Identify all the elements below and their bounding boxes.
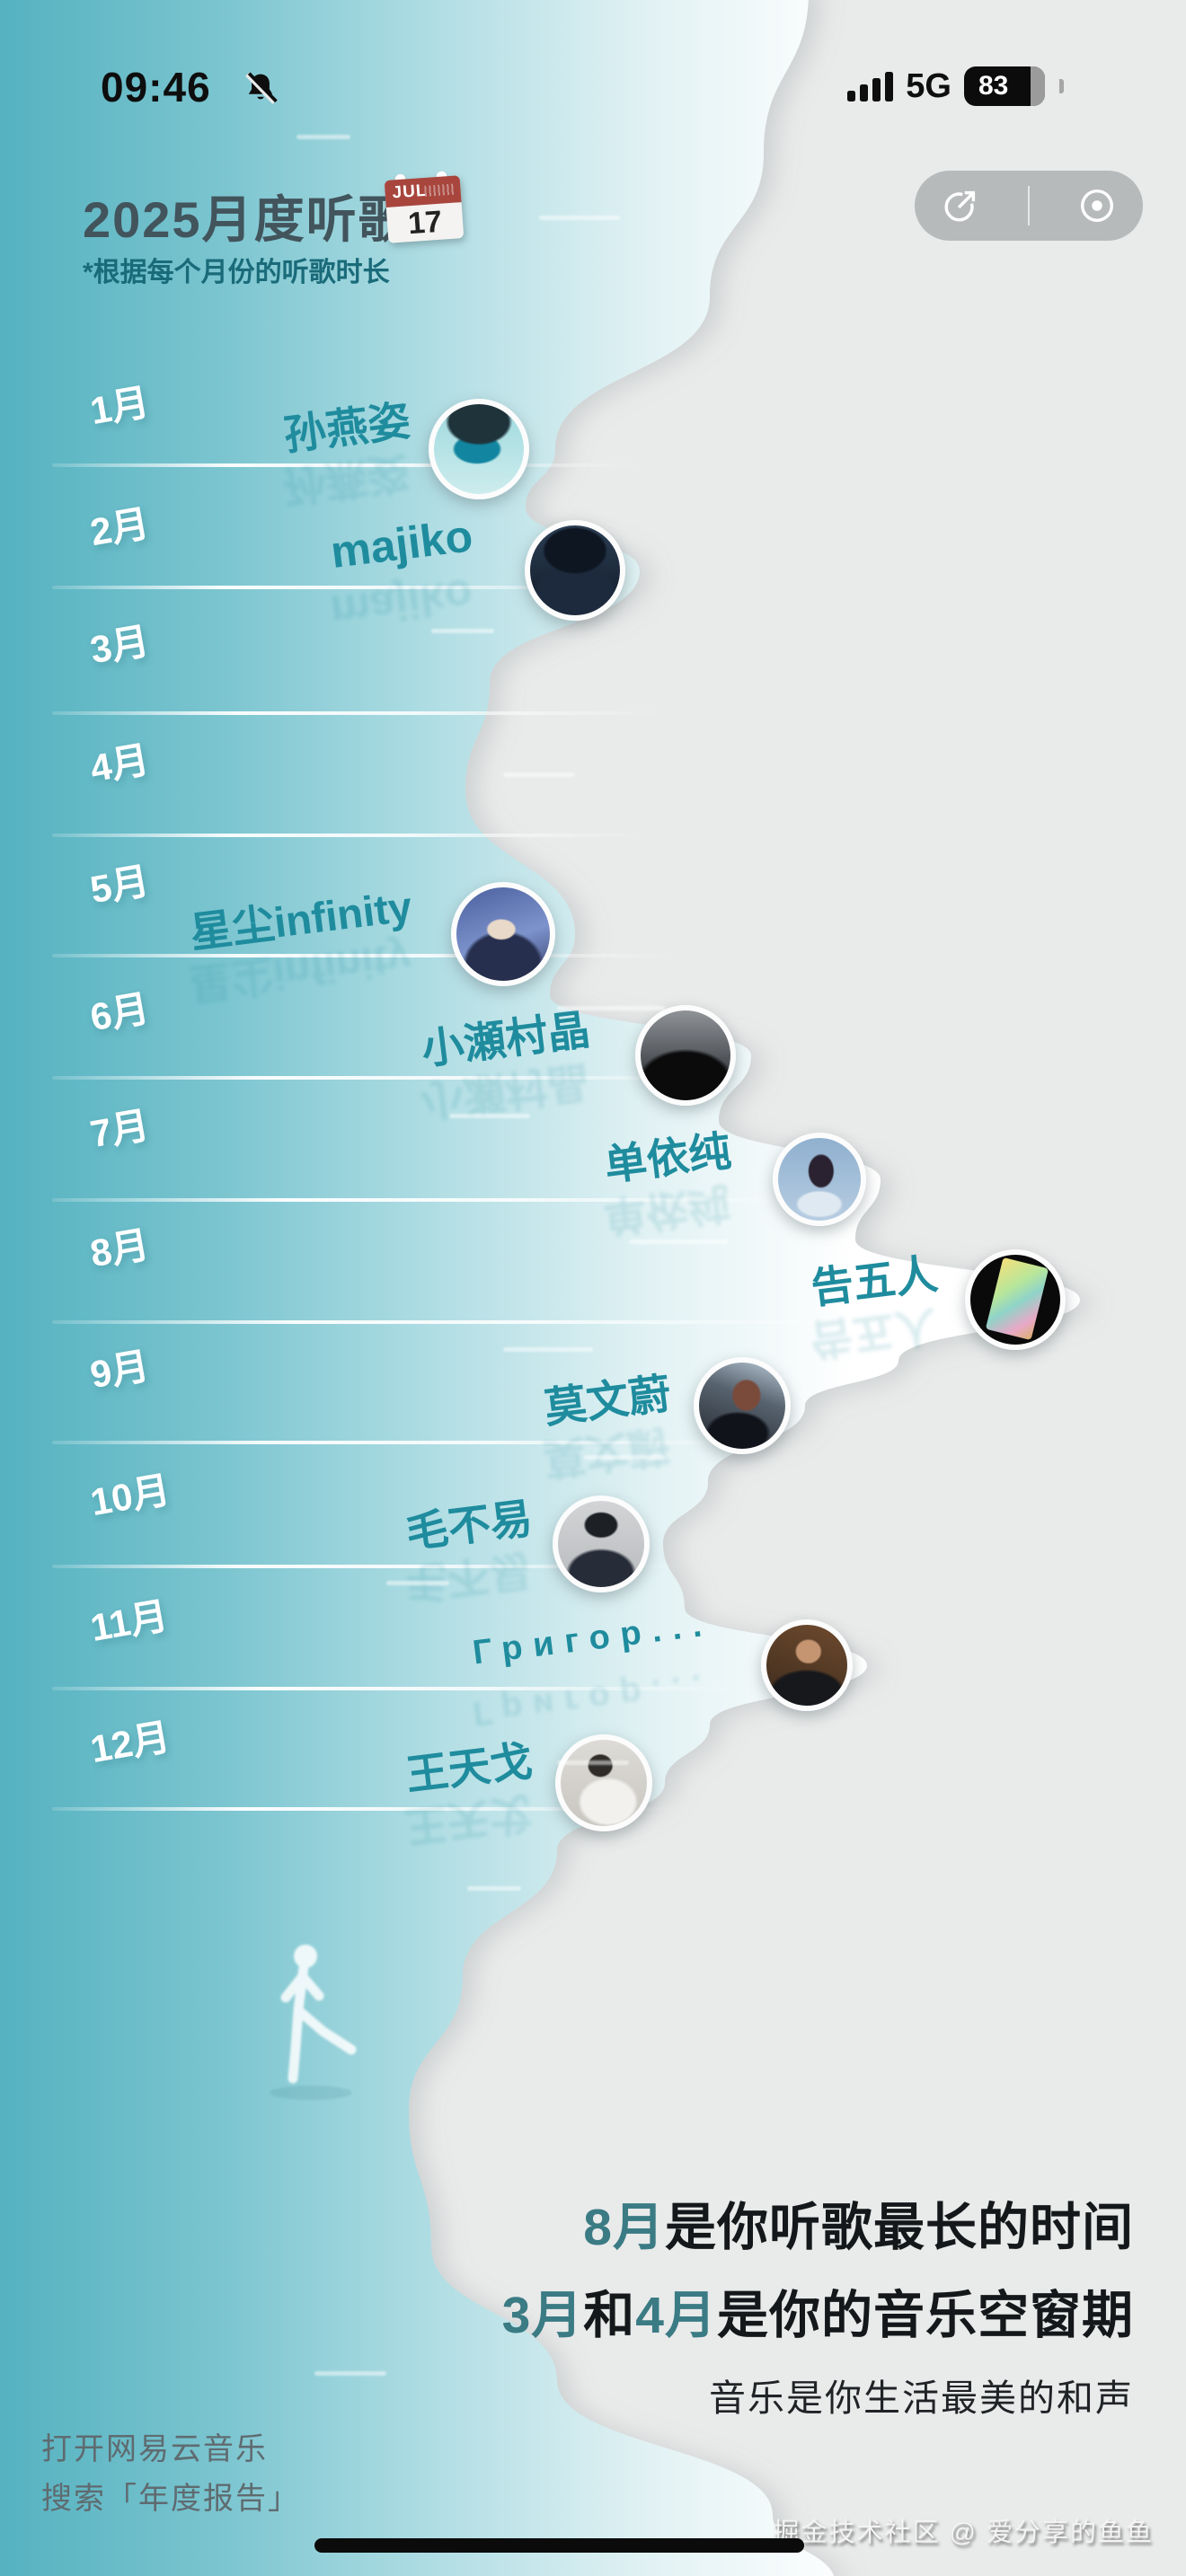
summary-line-slogan: 音乐是你生活最美的和声 bbox=[709, 2378, 1134, 2419]
light-streak bbox=[503, 772, 575, 777]
light-streak bbox=[557, 1760, 629, 1765]
ghost-figure bbox=[270, 1945, 357, 2100]
artist-avatar-2[interactable] bbox=[525, 520, 625, 621]
light-streak bbox=[296, 135, 350, 139]
record-button[interactable] bbox=[1074, 182, 1120, 229]
light-streak bbox=[467, 1886, 521, 1891]
month-label-2: 2月 bbox=[86, 501, 153, 554]
light-streak bbox=[449, 1114, 530, 1118]
month-row-line bbox=[52, 1807, 681, 1811]
calendar-month: JUL bbox=[391, 181, 429, 203]
artist-avatar-11[interactable] bbox=[761, 1619, 853, 1711]
light-streak bbox=[584, 1455, 665, 1460]
light-streak bbox=[503, 1347, 593, 1352]
month-label-8: 8月 bbox=[86, 1222, 153, 1275]
month-row-line bbox=[52, 1565, 681, 1568]
light-streak bbox=[557, 1006, 665, 1010]
pill-divider bbox=[1027, 186, 1030, 225]
light-streak bbox=[629, 1239, 728, 1244]
footer-line1: 打开网易云音乐 bbox=[41, 2432, 268, 2466]
month-label-9: 9月 bbox=[86, 1344, 153, 1397]
light-streak bbox=[314, 2371, 386, 2376]
month-row-line bbox=[52, 1441, 771, 1444]
network-type: 5G bbox=[906, 66, 951, 105]
light-streak bbox=[431, 629, 494, 633]
watermark: 掘金技术社区 @ 爱分享的鱼鱼 bbox=[773, 2519, 1154, 2547]
month-row-line bbox=[52, 954, 681, 957]
signal-bars-icon bbox=[847, 71, 894, 101]
bell-slash-icon bbox=[245, 72, 278, 104]
month-row-line bbox=[52, 1320, 861, 1324]
page-title: 2025月度听歌 bbox=[83, 191, 411, 248]
album-art-card bbox=[985, 1257, 1049, 1341]
share-icon bbox=[944, 190, 975, 222]
artist-avatar-10[interactable] bbox=[553, 1495, 650, 1592]
footer-hint: 打开网易云音乐 搜索「年度报告」 bbox=[41, 2425, 300, 2524]
page-subtitle: *根据每个月份的听歌时长 bbox=[83, 258, 390, 287]
summary-text: 和 bbox=[583, 2287, 636, 2344]
home-indicator[interactable] bbox=[314, 2538, 804, 2553]
month-label-4: 4月 bbox=[86, 737, 153, 790]
month-row-line bbox=[52, 1687, 753, 1690]
battery-cap bbox=[1059, 79, 1064, 93]
summary-line-peak: 8月是你听歌最长的时间 bbox=[583, 2186, 1134, 2260]
calendar-day: 17 bbox=[406, 204, 444, 242]
month-row-line bbox=[52, 463, 645, 467]
light-streak bbox=[539, 216, 620, 220]
artist-avatar-9[interactable] bbox=[694, 1357, 791, 1454]
month-label-7: 7月 bbox=[86, 1103, 153, 1156]
month-row-line bbox=[52, 1198, 825, 1202]
artist-avatar-8[interactable] bbox=[965, 1249, 1066, 1350]
artist-avatar-12[interactable] bbox=[555, 1734, 652, 1831]
artist-avatar-7[interactable] bbox=[773, 1133, 866, 1226]
month-row-line bbox=[52, 586, 627, 589]
footer-line2: 搜索「年度报告」 bbox=[41, 2482, 300, 2517]
battery-level: 83 bbox=[978, 71, 1009, 101]
summary-accent-month: 4月 bbox=[635, 2287, 717, 2344]
summary-line-gap: 3月和4月是你的音乐空窗期 bbox=[502, 2274, 1134, 2348]
summary-accent-month: 8月 bbox=[583, 2199, 665, 2256]
battery-icon: 83 bbox=[964, 66, 1045, 106]
wave-shape bbox=[0, 0, 1080, 2576]
calendar-icon: JUL 17 bbox=[384, 171, 465, 243]
summary-text: 是你的音乐空窗期 bbox=[717, 2287, 1134, 2344]
status-time: 09:46 bbox=[101, 64, 211, 110]
month-row-line bbox=[52, 711, 663, 715]
record-icon bbox=[1081, 189, 1114, 223]
action-pill bbox=[915, 171, 1143, 241]
light-streak bbox=[386, 1581, 449, 1585]
artist-avatar-1[interactable] bbox=[429, 399, 529, 499]
calendar-comb bbox=[424, 183, 456, 197]
month-row-line bbox=[52, 1076, 735, 1080]
month-row-line bbox=[52, 834, 645, 837]
month-label-6: 6月 bbox=[86, 986, 153, 1039]
artist-avatar-6[interactable] bbox=[635, 1005, 736, 1106]
artist-avatar-5[interactable] bbox=[451, 882, 555, 986]
summary-accent-month: 3月 bbox=[501, 2287, 584, 2344]
month-label-3: 3月 bbox=[86, 619, 153, 672]
share-button[interactable] bbox=[937, 182, 984, 229]
summary-text: 是你听歌最长的时间 bbox=[665, 2199, 1134, 2256]
status-right-cluster: 5G 83 bbox=[847, 66, 1064, 106]
